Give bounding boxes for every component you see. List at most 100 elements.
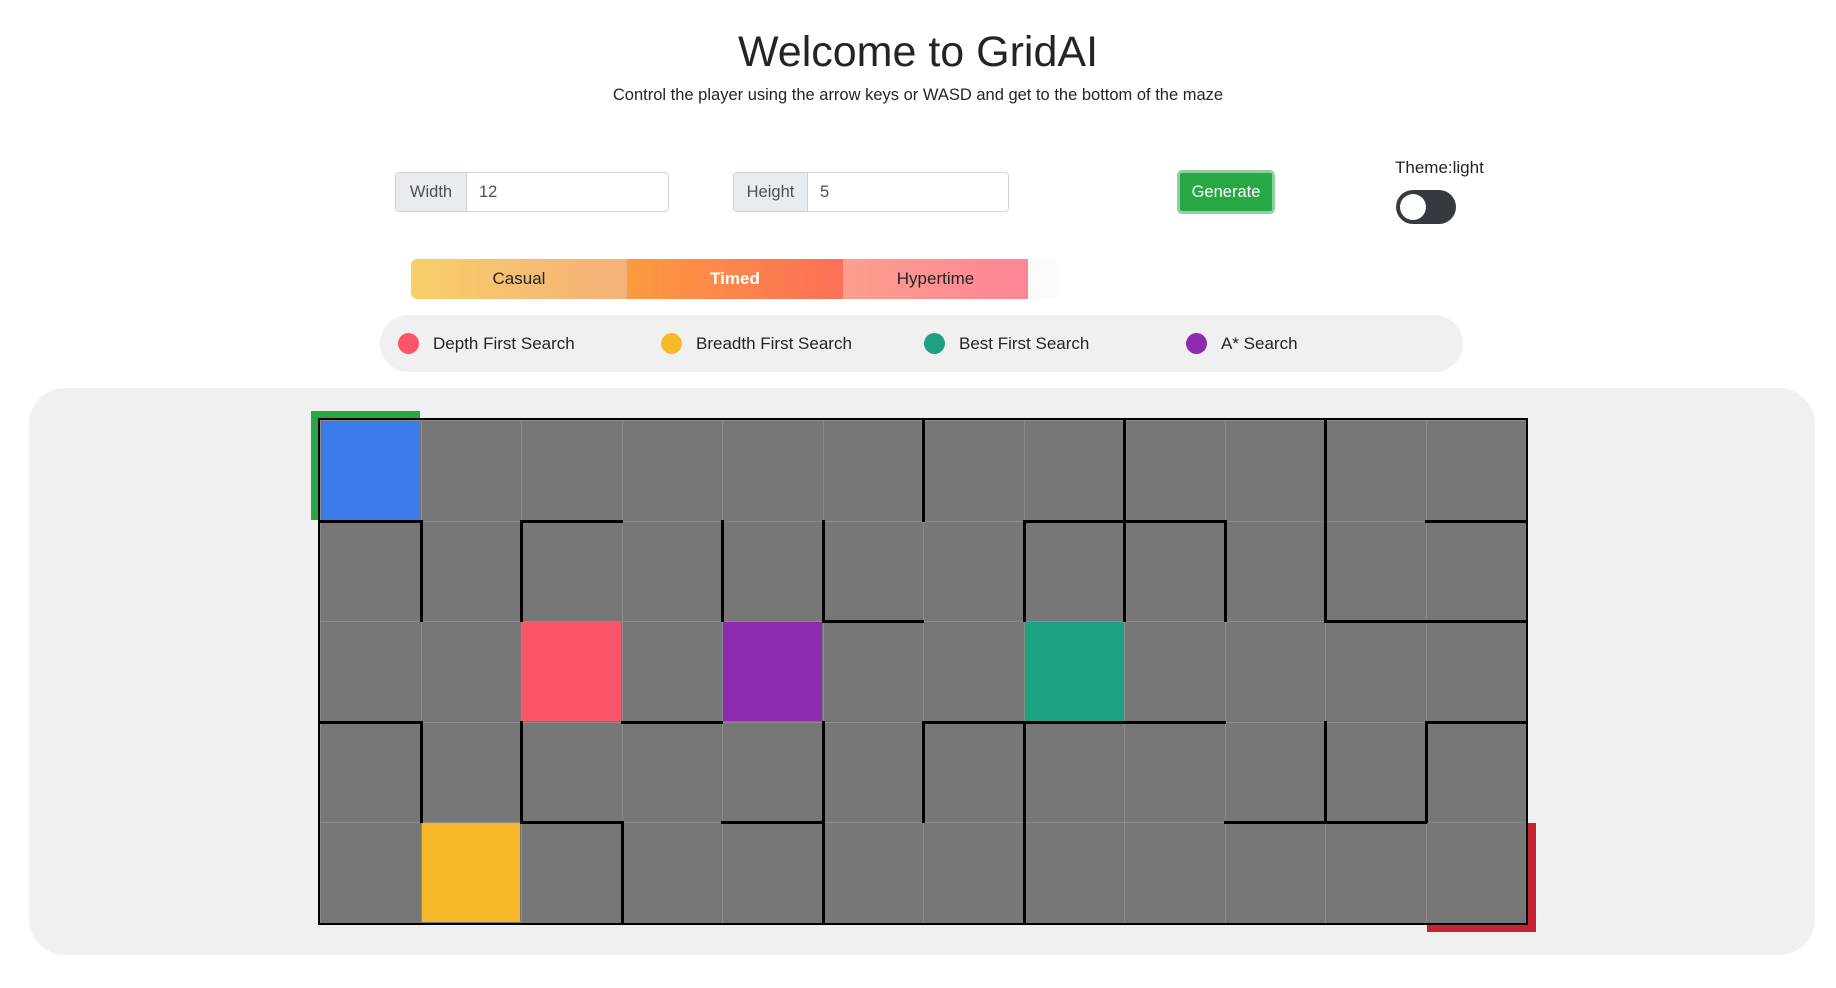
height-input-group: Height (733, 172, 1009, 212)
maze-cell (1124, 822, 1225, 923)
mode-timed-button[interactable]: Timed (627, 259, 843, 299)
maze-cell (420, 822, 521, 923)
maze-cell (621, 420, 722, 521)
maze-wall (1424, 720, 1428, 823)
generate-button[interactable]: Generate (1177, 170, 1275, 214)
legend-item-dfs[interactable]: Depth First Search (398, 315, 575, 372)
maze-wall (620, 720, 723, 724)
maze-wall (1324, 519, 1327, 622)
best-first-agent-tile (1024, 622, 1123, 721)
theme-label: Theme:light (1395, 158, 1484, 177)
maze-wall (1022, 720, 1026, 823)
maze-cell (621, 822, 722, 923)
maze-wall (1123, 519, 1126, 622)
bfs-agent-tile (421, 823, 520, 922)
maze-wall (319, 519, 422, 523)
legend-label-best-first: Best First Search (959, 333, 1090, 353)
maze-wall (721, 821, 824, 824)
maze-wall (721, 519, 724, 622)
maze-cell (1325, 822, 1426, 923)
width-input[interactable] (467, 173, 668, 211)
maze-wall (821, 620, 924, 623)
maze-cell (923, 822, 1024, 923)
maze-wall (922, 720, 1025, 724)
maze-cell (1224, 520, 1325, 621)
legend-item-astar[interactable]: A* Search (1186, 315, 1298, 372)
maze-wall (922, 419, 925, 522)
maze-wall (1022, 519, 1125, 523)
maze-cell (822, 420, 923, 521)
game-mode-selector: Casual Timed Hypertime (411, 259, 1057, 299)
maze-cell (420, 520, 521, 621)
maze-cell (521, 621, 622, 722)
maze-cell (621, 721, 722, 822)
maze-cell (1425, 520, 1526, 621)
maze-cell (1325, 721, 1426, 822)
maze-cell (420, 420, 521, 521)
page-subtitle: Control the player using the arrow keys … (612, 86, 1224, 104)
mode-spacer (1028, 259, 1057, 299)
maze-wall (1424, 519, 1527, 523)
maze-cell (1023, 520, 1124, 621)
dfs-color-dot (398, 333, 419, 354)
maze-cell (1224, 822, 1325, 923)
maze-wall (1022, 821, 1026, 924)
maze-wall (520, 821, 623, 824)
maze-cell (822, 621, 923, 722)
maze-wall (1324, 419, 1327, 522)
maze-cell (1425, 621, 1526, 722)
maze-cell (722, 822, 823, 923)
page-title: Welcome to GridAI (737, 28, 1099, 76)
maze-cell (822, 520, 923, 621)
bfs-color-dot (661, 333, 682, 354)
maze-wall (1324, 720, 1327, 823)
maze-cell (722, 721, 823, 822)
maze-cell (1325, 621, 1426, 722)
maze-wall (821, 821, 825, 924)
mode-casual-button[interactable]: Casual (411, 259, 627, 299)
maze-cell (320, 822, 421, 923)
maze-cell (320, 721, 421, 822)
maze-wall (319, 720, 422, 724)
maze-cell (722, 520, 823, 621)
maze-cell (1023, 420, 1124, 521)
maze-cell (420, 621, 521, 722)
maze-cell (320, 621, 421, 722)
width-label: Width (396, 173, 467, 211)
astar-color-dot (1186, 333, 1207, 354)
maze-cell (320, 520, 421, 621)
maze-wall (1324, 620, 1427, 623)
maze-wall (1424, 720, 1527, 724)
maze-cell (923, 420, 1024, 521)
maze-cell (1425, 721, 1526, 822)
maze-cell (1023, 822, 1124, 923)
dfs-agent-tile (522, 622, 621, 721)
maze-cell (923, 520, 1024, 621)
maze-cell (621, 621, 722, 722)
best-first-color-dot (924, 333, 945, 354)
maze-cell (722, 420, 823, 521)
height-label: Height (734, 173, 808, 211)
maze-wall (419, 720, 423, 823)
legend-item-best-first[interactable]: Best First Search (924, 315, 1089, 372)
maze-wall (1223, 519, 1227, 622)
maze-wall (520, 720, 523, 823)
maze-wall (419, 519, 423, 622)
maze-cell (1124, 520, 1225, 621)
maze-grid (318, 418, 1528, 925)
height-input[interactable] (808, 173, 1008, 211)
maze-cell (1425, 822, 1526, 923)
maze-wall (520, 519, 523, 622)
maze-cell (1124, 721, 1225, 822)
maze-cell (621, 520, 722, 621)
theme-toggle[interactable] (1396, 190, 1456, 224)
legend-label-dfs: Depth First Search (433, 333, 575, 353)
maze-wall (922, 720, 925, 823)
mode-hypertime-button[interactable]: Hypertime (843, 259, 1028, 299)
maze-wall (821, 720, 825, 823)
theme-toggle-knob (1400, 194, 1426, 220)
maze-cell (822, 822, 923, 923)
maze-wall (1123, 519, 1226, 523)
legend-item-bfs[interactable]: Breadth First Search (661, 315, 852, 372)
maze-cell (822, 721, 923, 822)
